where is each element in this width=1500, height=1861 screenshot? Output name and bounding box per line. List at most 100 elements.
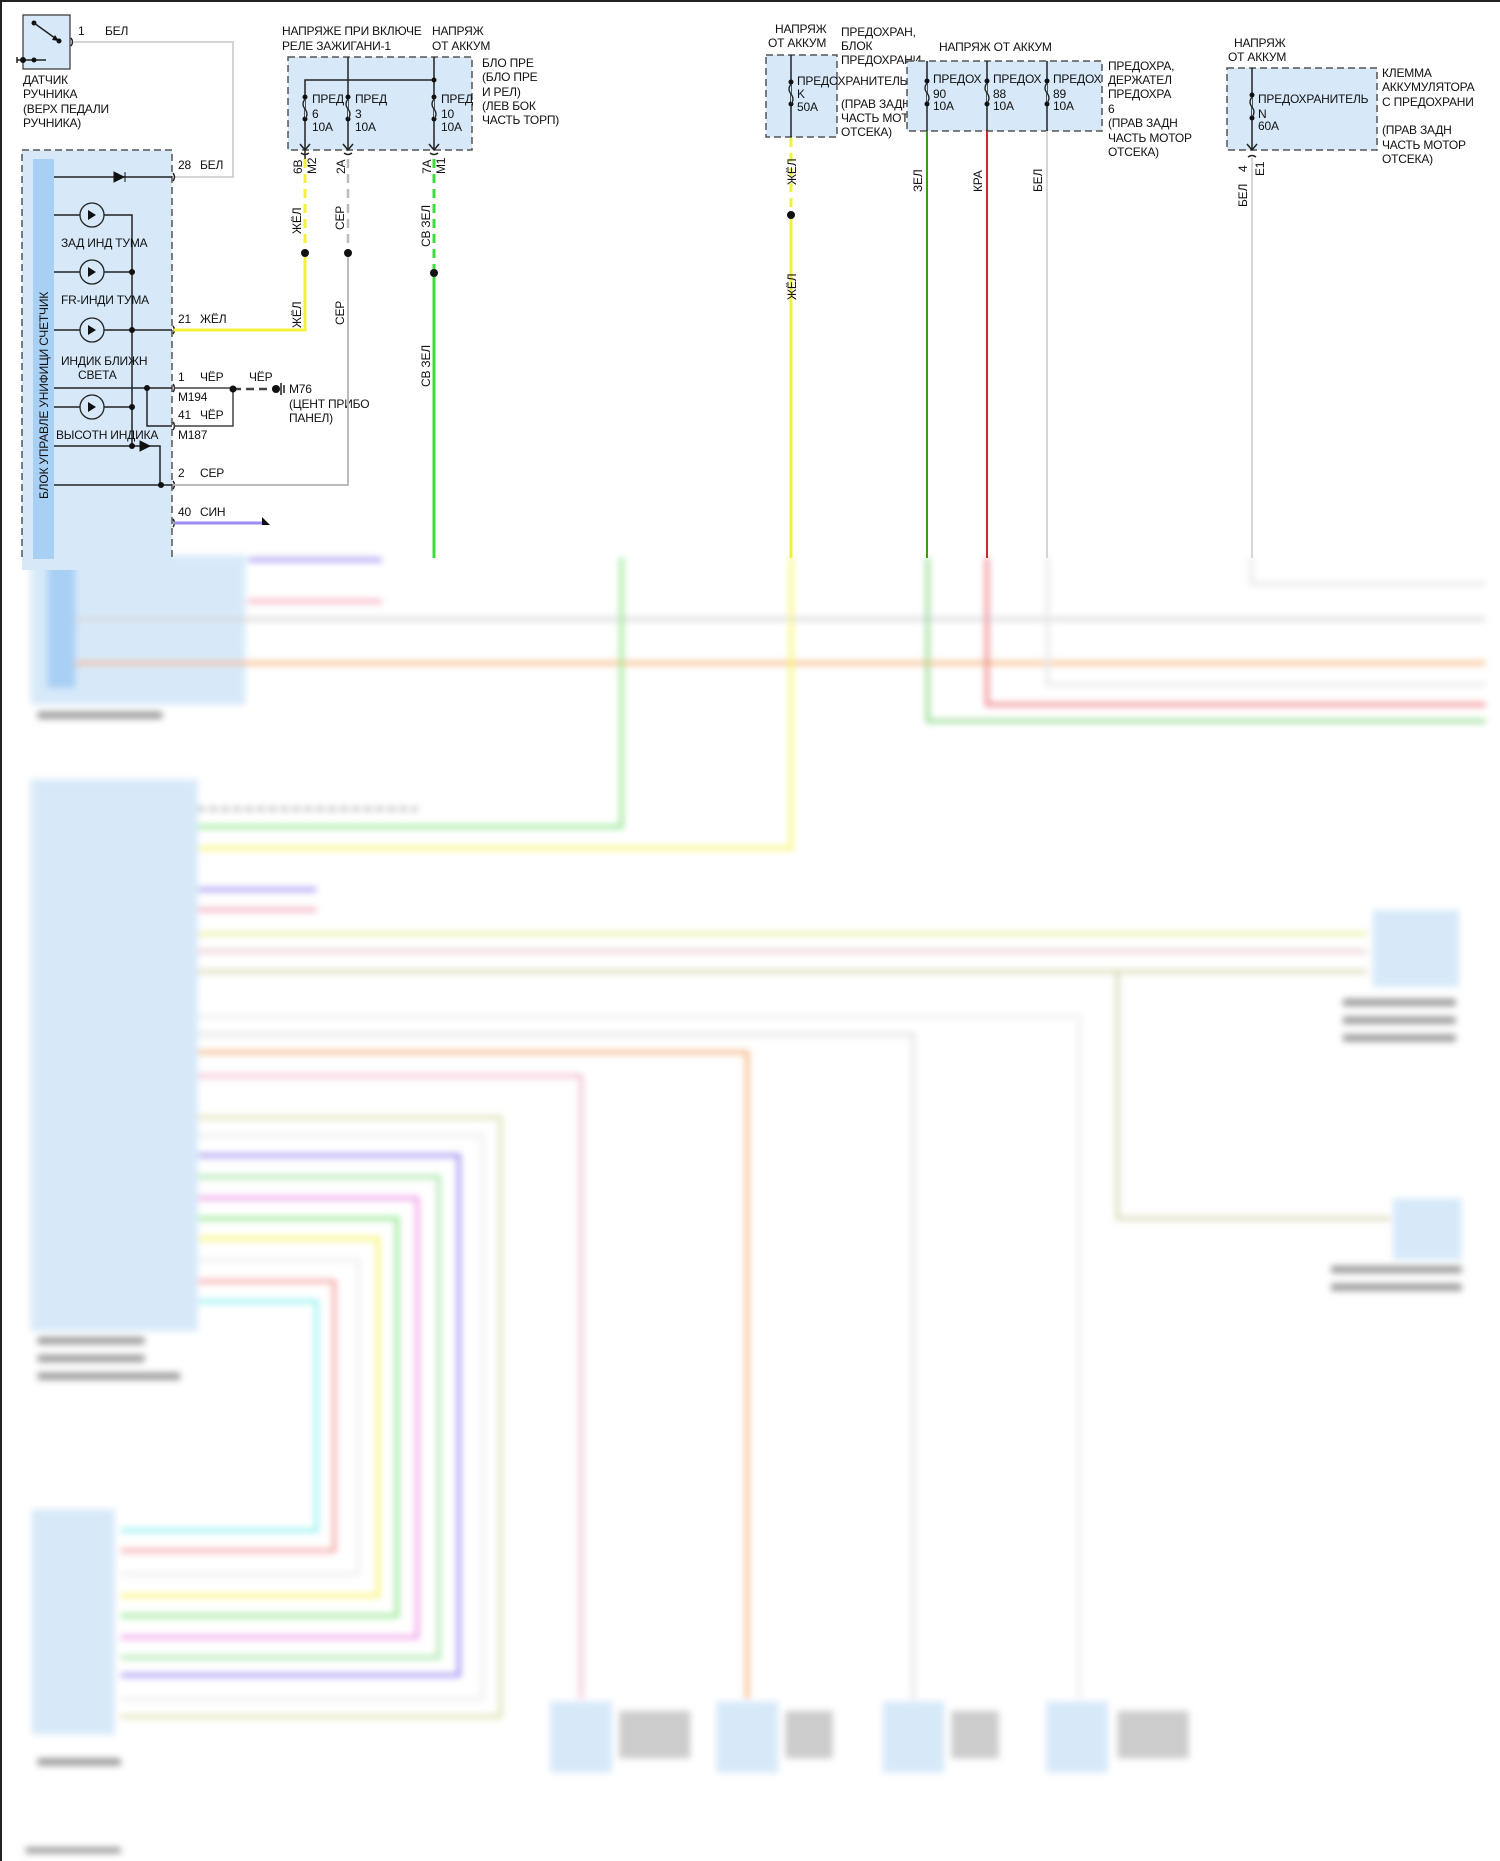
- fuse-icon: [302, 98, 437, 120]
- wire-color-label: ЧЁР: [200, 370, 224, 384]
- fuse-box-ignition: НАПРЯЖЕ ПРИ ВКЛЮЧЕ РЕЛЕ ЗАЖИГАНИ-1 НАПРЯ…: [282, 24, 559, 174]
- wire-color-label: СЕР: [333, 301, 347, 325]
- location-label: (БЛО ПРЕ: [482, 70, 538, 84]
- fuse-number: 90: [933, 87, 946, 101]
- fuse-box-header: НАПРЯЖ: [1234, 36, 1286, 50]
- location-label: ПРЕДОХРА: [1108, 87, 1171, 101]
- wire-color-label: ЧЁР: [200, 408, 224, 422]
- connector-label: M2: [305, 157, 319, 174]
- pin-label: 2A: [334, 160, 348, 174]
- fuse-label: ПРЕДОХ: [1053, 72, 1102, 86]
- fuse-box-header: ОТ АККУМ: [432, 39, 490, 53]
- fuse-box-header: РЕЛЕ ЗАЖИГАНИ-1: [282, 39, 391, 53]
- fuse-number: 88: [993, 87, 1006, 101]
- pin-label: 4: [1236, 165, 1250, 172]
- wire-color-label: СЕР: [333, 206, 347, 230]
- wire-grey: [174, 253, 349, 486]
- location-label: С ПРЕДОХРАНИ: [1382, 95, 1474, 109]
- indicator-label: ВЫСОТН ИНДИКА: [56, 428, 158, 442]
- location-label: ОТСЕКА): [1108, 145, 1159, 159]
- fuse-box-header: ОТ АККУМ: [768, 36, 826, 50]
- pin-label: 6B: [291, 160, 305, 174]
- fuse-rating: 10A: [312, 120, 333, 134]
- instrument-cluster: БЛОК УПРАВЛЕ УНИФИЦИ СЧЕТЧИК ЗАД ИНД ТУМ…: [21, 149, 227, 570]
- fuse-box-header: ОТ АККУМ: [1228, 50, 1286, 64]
- location-label: ЧАСТЬ МОТОР: [841, 111, 925, 125]
- wire-color-label: БЕЛ: [1031, 169, 1045, 192]
- fuse-rating: 10A: [441, 120, 462, 134]
- pin-label: 1: [78, 24, 85, 38]
- wire-color-label: ЧЁР: [249, 370, 273, 384]
- wire-color-label: БЕЛ: [200, 158, 223, 172]
- fuse-rating: 10A: [355, 120, 376, 134]
- fuse-number: 3: [355, 107, 362, 121]
- wire-color-label: ЖЁЛ: [290, 208, 304, 234]
- location-label: (ПРАВ ЗАДН: [841, 97, 911, 111]
- fuse-label: ПРЕД: [441, 92, 473, 106]
- indicator-label: СВЕТА: [78, 368, 117, 382]
- location-label: ОТСЕКА): [841, 125, 892, 139]
- indicator-label: FR-ИНДИ ТУМА: [61, 293, 149, 307]
- location-label: БЛО ПРЕ: [482, 56, 534, 70]
- ground-label: ПАНЕЛ): [289, 411, 333, 425]
- component-label: РУЧНИКА: [23, 87, 77, 101]
- wire-color-label: СВ ЗЕЛ: [419, 205, 433, 247]
- pin-label: 41: [178, 408, 191, 422]
- location-label: БЛОК: [841, 39, 872, 53]
- fuse-box-header: НАПРЯЖ ОТ АККУМ: [939, 40, 1052, 54]
- fuse-holder-6: НАПРЯЖ ОТ АККУМ ПРЕДОХ 90 10A ПРЕДОХ 88 …: [906, 40, 1192, 159]
- wire-color-label: СВ ЗЕЛ: [419, 345, 433, 387]
- connector-label: M1: [434, 157, 448, 174]
- fuse-box-header: НАПРЯЖ: [775, 22, 827, 36]
- pin-label: 1: [178, 370, 185, 384]
- wire-color-label: СИН: [200, 505, 225, 519]
- connector-label: E1: [1253, 161, 1267, 176]
- blurred-lower-section: [25, 555, 1486, 1854]
- fuse-icon: [1249, 96, 1255, 118]
- pin-label: 7A: [420, 160, 434, 174]
- location-label: ЧАСТЬ МОТОР: [1108, 131, 1192, 145]
- fuse-box-k: НАПРЯЖ ОТ АККУМ ПРЕДОХРАНИТЕЛЬ K 50A ПРЕ…: [765, 22, 925, 139]
- location-label: (ПРАВ ЗАДН: [1108, 116, 1178, 130]
- fuse-number: N: [1258, 107, 1266, 121]
- fuse-number: K: [797, 87, 805, 101]
- fuse-number: 10: [441, 107, 454, 121]
- fuse-rating: 10A: [933, 99, 954, 113]
- wire-color-label: ЖЁЛ: [200, 312, 226, 326]
- wire-color-label: БЕЛ: [1236, 184, 1250, 207]
- fuse-icon: [924, 82, 1050, 104]
- battery-terminal-fuse: НАПРЯЖ ОТ АККУМ ПРЕДОХРАНИТЕЛЬ N 60A КЛЕ…: [1226, 36, 1475, 207]
- wire-yellow: [174, 253, 307, 332]
- location-label: ПРЕДОХРАНИ: [841, 53, 921, 67]
- location-label: (ПРАВ ЗАДН: [1382, 123, 1452, 137]
- wire-color-label: ЖЁЛ: [785, 274, 799, 300]
- fuse-rating: 10A: [993, 99, 1014, 113]
- ground-label: M76: [289, 382, 312, 396]
- location-label: АККУМУЛЯТОРА: [1382, 80, 1475, 94]
- location-label: ПРЕДОХРАН,: [841, 25, 916, 39]
- wire-color-label: ЖЁЛ: [290, 302, 304, 328]
- location-label: КЛЕММА: [1382, 66, 1432, 80]
- location-label: 6: [1108, 102, 1115, 116]
- fuse-label: ПРЕДОХРАНИТЕЛЬ: [1258, 92, 1369, 106]
- wire-color-label: КРА: [971, 170, 985, 192]
- fuse-label: ПРЕД: [312, 92, 344, 106]
- pin-label: 21: [178, 312, 191, 326]
- location-label: ЧАСТЬ ТОРП): [482, 113, 559, 127]
- wire-color-label: ЖЁЛ: [785, 159, 799, 185]
- indicator-label: ИНДИК БЛИЖН: [61, 354, 147, 368]
- location-label: ОТСЕКА): [1382, 152, 1433, 166]
- pin-label: 28: [178, 158, 191, 172]
- fuse-icon: [788, 83, 794, 105]
- location-label: (ЛЕВ БОК: [482, 99, 536, 113]
- fuse-number: 89: [1053, 87, 1066, 101]
- wire-black: [174, 387, 234, 427]
- location-label: И РЕЛ): [482, 85, 521, 99]
- pin-label: 40: [178, 505, 191, 519]
- indicator-label: ЗАД ИНД ТУМА: [61, 236, 148, 250]
- fuse-label: ПРЕДОХ: [933, 72, 982, 86]
- wire-white: [74, 41, 234, 178]
- component-label: ДАТЧИК: [23, 73, 68, 87]
- fuse-label: ПРЕД: [355, 92, 387, 106]
